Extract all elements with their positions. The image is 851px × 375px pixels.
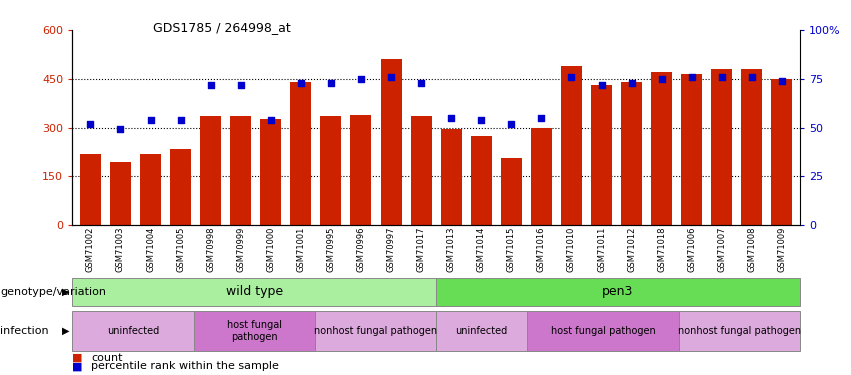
Text: ▶: ▶ [62,286,70,297]
Bar [380,59,402,225]
Bar [351,114,372,225]
Text: ■: ■ [72,362,83,371]
Bar [771,79,792,225]
Bar [410,116,431,225]
Bar [651,72,672,225]
Text: count: count [91,353,123,363]
Point [715,74,728,80]
Text: genotype/variation: genotype/variation [0,286,106,297]
Text: host fungal
pathogen: host fungal pathogen [226,320,282,342]
Point [144,117,157,123]
Point [595,82,608,88]
Bar [681,74,702,225]
Point [385,74,398,80]
Text: host fungal pathogen: host fungal pathogen [551,326,655,336]
Text: ▶: ▶ [62,326,70,336]
Bar [471,136,492,225]
Point [474,117,488,123]
Point [114,126,128,132]
Bar [200,116,221,225]
Bar [531,128,552,225]
Bar [591,85,612,225]
Point [204,82,218,88]
Text: uninfected: uninfected [107,326,159,336]
Point [264,117,277,123]
Text: percentile rank within the sample: percentile rank within the sample [91,362,279,371]
Text: wild type: wild type [226,285,283,298]
Bar [290,82,311,225]
Point [654,76,668,82]
Text: GDS1785 / 264998_at: GDS1785 / 264998_at [153,21,291,34]
Point [775,78,789,84]
Point [414,80,428,86]
Point [505,121,518,127]
Point [564,74,578,80]
Bar [230,116,251,225]
Text: uninfected: uninfected [455,326,508,336]
Bar [80,153,101,225]
Point [685,74,699,80]
Point [294,80,308,86]
Bar [170,148,191,225]
Bar [561,66,582,225]
Point [234,82,248,88]
Point [354,76,368,82]
Text: ■: ■ [72,353,83,363]
Text: pen3: pen3 [603,285,634,298]
Text: nonhost fungal pathogen: nonhost fungal pathogen [314,326,437,336]
Bar [320,116,341,225]
Point [174,117,187,123]
Text: infection: infection [0,326,49,336]
Text: nonhost fungal pathogen: nonhost fungal pathogen [677,326,801,336]
Bar [741,69,762,225]
Bar [711,69,733,225]
Bar [441,129,462,225]
Point [324,80,338,86]
Point [745,74,758,80]
Point [534,115,548,121]
Point [625,80,638,86]
Bar [500,158,522,225]
Bar [621,82,643,225]
Bar [260,119,282,225]
Bar [140,153,161,225]
Bar [110,162,131,225]
Point [444,115,458,121]
Point [83,121,97,127]
